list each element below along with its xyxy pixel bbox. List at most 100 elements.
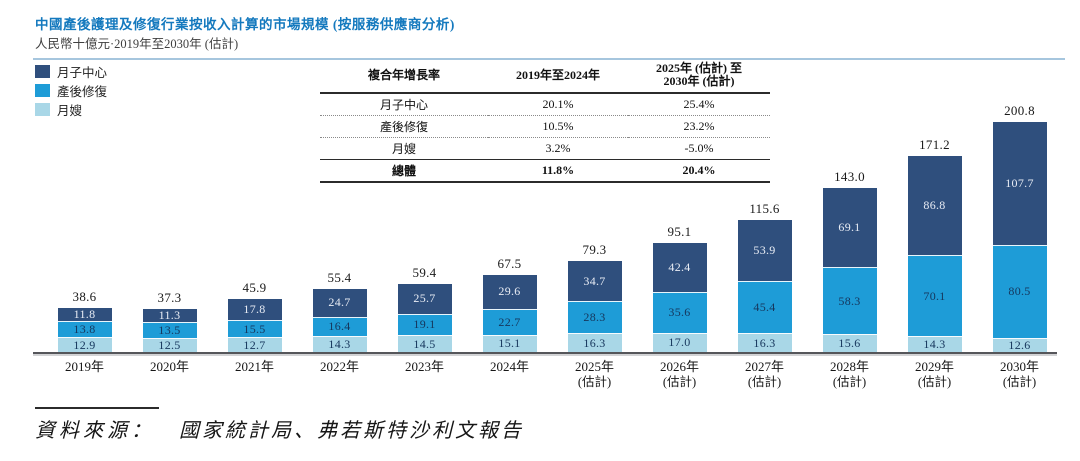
bar-segment-月子中心: 25.7 xyxy=(397,284,452,314)
table-row: 月子中心 20.1% 25.4% xyxy=(320,93,770,117)
x-axis-year: 2024年 xyxy=(489,359,529,374)
segment-value-label: 29.6 xyxy=(498,284,521,299)
bar-segment-產後修復: 16.4 xyxy=(312,316,367,336)
x-axis-label: 2028年 (估計) xyxy=(807,359,892,390)
stacked-bar: 53.9 45.4 16.3 xyxy=(737,219,792,352)
segment-value-label: 28.3 xyxy=(583,310,606,325)
bar-segment-月子中心: 24.7 xyxy=(312,288,367,317)
segment-value-label: 69.1 xyxy=(838,220,861,235)
x-axis-label: 2022年 xyxy=(297,359,382,390)
segment-value-label: 58.3 xyxy=(838,293,861,308)
x-axis-label: 2030年 (估計) xyxy=(977,359,1062,390)
bar-segment-月嫂: 16.3 xyxy=(737,333,792,352)
bar-segment-月嫂: 17.0 xyxy=(652,332,707,352)
bar-total-label: 200.8 xyxy=(1004,103,1035,119)
bar-segment-月子中心: 69.1 xyxy=(822,188,877,268)
chart-title: 中國產後護理及修復行業按收入計算的市場規模 (按服務供應商分析) xyxy=(35,17,455,32)
total-row-period1-value: 11.8% xyxy=(488,159,628,184)
row-period2-value: 23.2% xyxy=(628,115,770,139)
bar-total-label: 55.4 xyxy=(327,269,352,285)
cagr-header-period1: 2019年至2024年 xyxy=(488,59,628,95)
bar-segment-月子中心: 29.6 xyxy=(482,274,537,309)
bar-segment-產後修復: 13.8 xyxy=(57,321,112,338)
segment-value-label: 12.9 xyxy=(73,337,96,352)
total-row-label: 總體 xyxy=(320,159,488,184)
segment-value-label: 35.6 xyxy=(668,305,691,320)
x-axis-label: 2025年 (估計) xyxy=(552,359,637,390)
bar-segment-月子中心: 42.4 xyxy=(652,243,707,292)
bar-segment-月嫂: 14.3 xyxy=(907,335,962,352)
cagr-header-period2-line1: 2025年 (估計) 至 xyxy=(656,61,742,75)
legend-item: 月子中心 xyxy=(35,64,108,80)
bar-group: 37.3 11.3 13.5 12.5 xyxy=(127,290,212,352)
x-axis-year: 2028年 xyxy=(829,359,869,374)
segment-value-label: 14.3 xyxy=(923,336,946,351)
stacked-bar: 25.7 19.1 14.5 xyxy=(397,284,452,352)
row-label: 月子中心 xyxy=(320,93,488,117)
row-label: 產後修復 xyxy=(320,115,488,139)
cagr-header-row: 複合年增長率 2019年至2024年 2025年 (估計) 至 2030年 (估… xyxy=(320,59,770,95)
axis-labels-row: 2019年 2020年 2021年 2022年 2023年 2024年 2025年 (估計) 2… xyxy=(42,359,1062,390)
segment-value-label: 16.3 xyxy=(583,335,606,350)
segment-value-label: 13.5 xyxy=(158,322,181,337)
x-axis-year: 2025年 xyxy=(574,359,614,374)
row-period2-value: 25.4% xyxy=(628,93,770,117)
segment-value-label: 11.8 xyxy=(73,307,96,322)
stacked-bar: 107.7 80.5 12.6 xyxy=(992,122,1047,352)
segment-value-label: 15.6 xyxy=(838,336,861,351)
x-axis-label: 2020年 xyxy=(127,359,212,390)
stacked-bar: 86.8 70.1 14.3 xyxy=(907,156,962,352)
segment-value-label: 19.1 xyxy=(413,317,436,332)
bar-segment-月子中心: 86.8 xyxy=(907,156,962,256)
x-axis-year: 2026年 xyxy=(659,359,699,374)
bar-group: 38.6 11.8 13.8 12.9 xyxy=(42,289,127,352)
stacked-bar: 34.7 28.3 16.3 xyxy=(567,261,622,352)
x-axis-year: 2027年 xyxy=(744,359,784,374)
table-row: 月嫂 3.2% -5.0% xyxy=(320,137,770,161)
legend-label: 產後修復 xyxy=(57,84,108,99)
bar-segment-產後修復: 19.1 xyxy=(397,313,452,336)
source-text: 國家統計局、弗若斯特沙利文報告 xyxy=(179,420,524,442)
bar-segment-月嫂: 12.9 xyxy=(57,337,112,352)
bar-segment-產後修復: 45.4 xyxy=(737,281,792,334)
segment-value-label: 80.5 xyxy=(1008,284,1031,299)
segment-value-label: 17.0 xyxy=(668,335,691,350)
segment-value-label: 86.8 xyxy=(923,198,946,213)
bar-group: 95.1 42.4 35.6 17.0 xyxy=(637,224,722,352)
bar-segment-月嫂: 15.1 xyxy=(482,334,537,352)
segment-value-label: 25.7 xyxy=(413,291,436,306)
bar-segment-產後修復: 15.5 xyxy=(227,319,282,338)
bar-segment-產後修復: 70.1 xyxy=(907,255,962,336)
bar-segment-月嫂: 14.3 xyxy=(312,335,367,352)
bar-segment-產後修復: 28.3 xyxy=(567,300,622,334)
chart-subtitle: 人民幣十億元·2019年至2030年 (估計) xyxy=(35,37,239,51)
x-axis-note: (估計) xyxy=(662,374,697,389)
segment-value-label: 15.5 xyxy=(243,321,266,336)
x-axis-note: (估計) xyxy=(747,374,782,389)
x-axis-label: 2027年 (估計) xyxy=(722,359,807,390)
bar-segment-月子中心: 11.8 xyxy=(57,307,112,322)
legend-label: 月嫂 xyxy=(57,103,83,118)
bar-segment-月嫂: 12.7 xyxy=(227,337,282,352)
segment-value-label: 14.3 xyxy=(328,336,351,351)
x-axis-label: 2023年 xyxy=(382,359,467,390)
row-label: 月嫂 xyxy=(320,137,488,161)
stacked-bar: 24.7 16.4 14.3 xyxy=(312,288,367,352)
x-axis-year: 2020年 xyxy=(149,359,189,374)
segment-value-label: 15.1 xyxy=(498,336,521,351)
legend-swatch-icon xyxy=(35,64,50,78)
legend-label: 月子中心 xyxy=(57,65,108,80)
segment-value-label: 14.5 xyxy=(413,336,436,351)
bar-total-label: 38.6 xyxy=(72,288,97,304)
legend-item: 產後修復 xyxy=(35,83,108,99)
bar-group: 200.8 107.7 80.5 12.6 xyxy=(977,103,1062,352)
stacked-bar: 42.4 35.6 17.0 xyxy=(652,243,707,352)
cagr-header-period2: 2025年 (估計) 至 2030年 (估計) xyxy=(628,59,770,95)
bar-total-label: 171.2 xyxy=(919,137,950,153)
legend-item: 月嫂 xyxy=(35,102,107,118)
segment-value-label: 17.8 xyxy=(243,302,266,317)
bar-segment-產後修復: 22.7 xyxy=(482,308,537,335)
segment-value-label: 22.7 xyxy=(498,314,521,329)
table-row: 產後修復 10.5% 23.2% xyxy=(320,115,770,139)
